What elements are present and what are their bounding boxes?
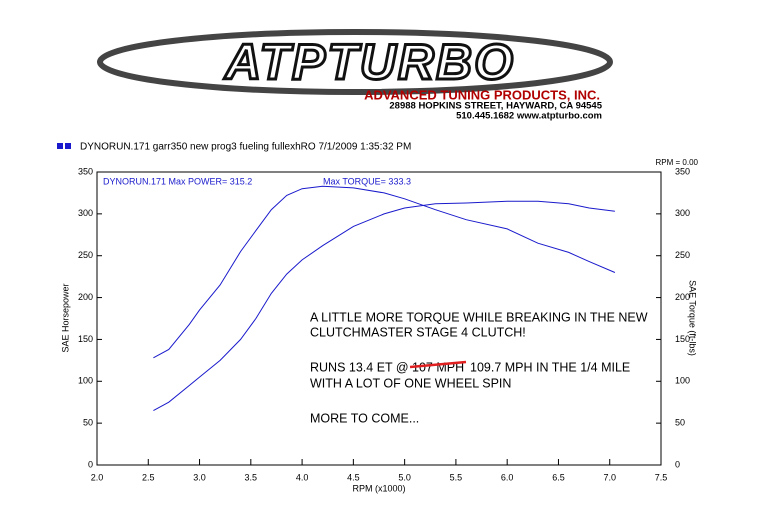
max-power: DYNORUN.171 Max POWER= 315.2 [103,176,252,186]
annotation: MORE TO COME... [310,411,419,425]
y2-tick-label: 0 [675,459,680,469]
logo: ATPTURBO [223,34,515,90]
y-tick-label: 300 [78,208,93,218]
x-tick-label: 5.0 [398,472,411,482]
x-tick-label: 6.0 [501,472,514,482]
plot-frame [96,171,662,466]
logo-swoosh [97,29,613,95]
annotation: CLUTCHMASTER STAGE 4 CLUTCH! [310,325,526,339]
y2-tick-label: 350 [675,166,690,176]
y-tick-label: 350 [78,166,93,176]
annotation: RUNS 13.4 ET @ [310,360,409,374]
x-tick-label: 3.5 [245,472,258,482]
y2-axis-label: SAE Torque (ft-lbs) [688,280,698,356]
data-line [153,200,615,412]
legend-text: DYNORUN.171 garr350 new prog3 fueling fu… [80,142,411,153]
address: 28988 HOPKINS STREET, HAYWARD, CA 94545 [389,101,602,112]
y-tick-label: 250 [78,250,93,260]
x-tick-label: 2.5 [142,472,155,482]
annotation: A LITTLE MORE TORQUE WHILE BREAKING IN T… [310,310,648,324]
y-tick-label: 50 [83,418,93,428]
y2-tick-label: 300 [675,208,690,218]
data-line [153,185,616,359]
x-tick-label: 7.0 [603,472,616,482]
x-tick-label: 5.5 [450,472,463,482]
legend-swatch [65,143,71,149]
x-tick-label: 7.5 [655,472,668,482]
x-tick-label: 4.0 [296,472,309,482]
y-tick-label: 100 [78,376,93,386]
readout: RPM = 0.00 [656,158,699,167]
strike-line [409,360,467,369]
y-tick-label: 200 [78,292,93,302]
y2-tick-label: 200 [675,292,690,302]
y2-tick-label: 150 [675,334,690,344]
annotation: WITH A LOT OF ONE WHEEL SPIN [310,376,511,390]
x-tick-label: 3.0 [193,472,206,482]
annotation: 109.7 MPH IN THE 1/4 MILE [470,360,630,374]
y-tick-label: 150 [78,334,93,344]
y2-tick-label: 250 [675,250,690,260]
contact: 510.445.1682 www.atpturbo.com [456,111,602,122]
x-axis-label: RPM (x1000) [352,483,405,493]
company: ADVANCED TUNING PRODUCTS, INC. [364,87,600,102]
y2-tick-label: 100 [675,376,690,386]
max-torque: Max TORQUE= 333.3 [323,176,411,186]
y2-tick-label: 50 [675,418,685,428]
y-tick-label: 0 [88,459,93,469]
y-axis-label: SAE Horsepower [60,283,70,352]
legend-swatch [57,143,63,149]
x-tick-label: 4.5 [347,472,360,482]
x-tick-label: 6.5 [552,472,565,482]
x-tick-label: 2.0 [91,472,104,482]
